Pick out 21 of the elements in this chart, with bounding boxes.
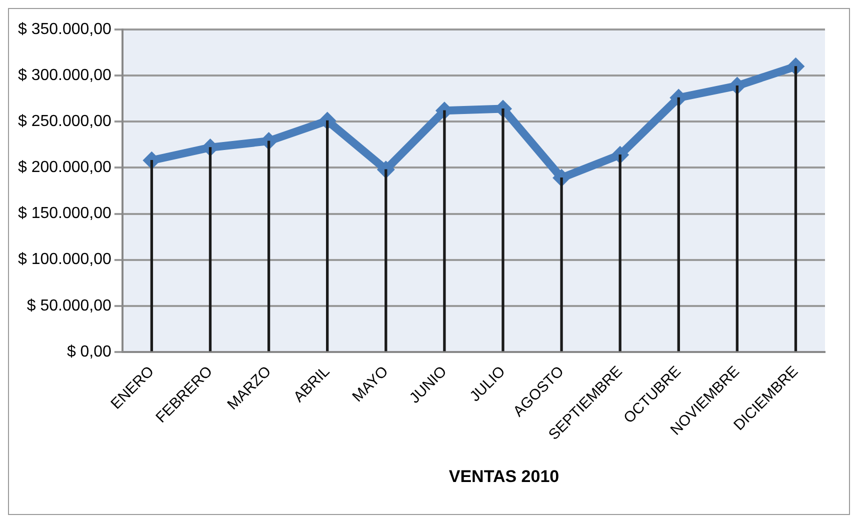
bar — [326, 120, 329, 352]
bar — [150, 160, 154, 352]
bar — [502, 108, 504, 352]
y-tick-label: $ 200.000,00 — [18, 159, 112, 176]
y-tick-label: $ 0,00 — [66, 343, 112, 360]
bar — [443, 110, 446, 352]
bar — [618, 154, 622, 352]
y-tick-label: $ 300.000,00 — [18, 67, 112, 84]
bar — [267, 140, 270, 352]
bar — [560, 178, 563, 352]
y-tick-label: $ 50.000,00 — [26, 297, 112, 314]
bar — [384, 169, 388, 352]
text: VENTAS 2010 — [448, 467, 560, 487]
bar — [736, 85, 739, 352]
bar — [677, 97, 680, 352]
y-tick-label: $ 150.000,00 — [18, 205, 112, 222]
y-tick-label: $ 100.000,00 — [18, 251, 112, 268]
y-tick-label: $ 250.000,00 — [18, 113, 112, 130]
bar — [208, 147, 212, 352]
bar — [794, 66, 798, 352]
y-tick-label: $ 350.000,00 — [18, 21, 112, 38]
